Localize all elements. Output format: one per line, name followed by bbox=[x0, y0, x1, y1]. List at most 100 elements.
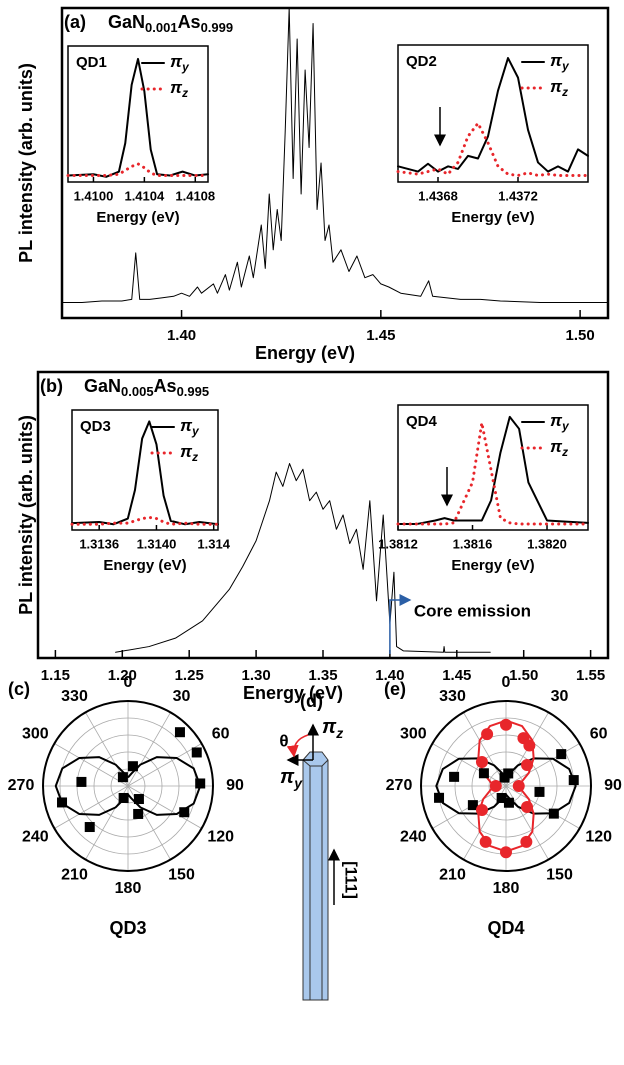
x-axis-label: Energy (eV) bbox=[243, 683, 343, 703]
angular-grid bbox=[432, 743, 507, 787]
series-line bbox=[70, 515, 220, 526]
pi-y-label: πy bbox=[280, 766, 303, 790]
inset-title: QD4 bbox=[406, 413, 438, 430]
square-marker bbox=[568, 775, 579, 786]
square-marker bbox=[127, 761, 138, 772]
angular-grid bbox=[127, 743, 202, 787]
legend-label: πz bbox=[550, 437, 568, 459]
angle-label: 90 bbox=[604, 777, 622, 794]
x-axis-label: Energy (eV) bbox=[451, 557, 534, 574]
angular-grid bbox=[127, 712, 171, 787]
square-marker bbox=[434, 792, 445, 803]
legend-label: πz bbox=[170, 78, 188, 100]
panel-label: (a) bbox=[64, 12, 86, 32]
angle-label: 30 bbox=[173, 688, 191, 705]
square-marker bbox=[195, 778, 206, 789]
series-line bbox=[61, 7, 609, 303]
pi-z-label: πz bbox=[322, 716, 343, 740]
y-axis-label: PL intensity (arb. units) bbox=[16, 415, 36, 615]
circle-marker bbox=[521, 758, 534, 771]
plot-frame bbox=[397, 404, 589, 531]
formula-part: 0.999 bbox=[201, 20, 234, 35]
angle-label: 0 bbox=[502, 674, 511, 691]
panel-label: (d) bbox=[300, 691, 323, 711]
angle-label: 90 bbox=[226, 777, 244, 794]
square-marker bbox=[556, 749, 567, 760]
x-tick-label: 1.314 bbox=[197, 536, 230, 551]
x-tick-label: 1.3136 bbox=[79, 536, 119, 551]
inset: 1.3812 1.3816 1.3820 Energy (eV) QD4 πy πz bbox=[378, 404, 590, 574]
direction-label: [111] bbox=[342, 861, 361, 899]
angle-label: 180 bbox=[115, 880, 142, 897]
x-tick-label: 1.55 bbox=[576, 667, 605, 684]
x-tick-label: 1.3820 bbox=[527, 536, 567, 551]
series-line bbox=[397, 415, 589, 526]
legend-label: πy bbox=[170, 52, 190, 74]
x-axis-label: Energy (eV) bbox=[255, 343, 355, 363]
circle-marker bbox=[489, 780, 502, 792]
angle-label: 270 bbox=[8, 777, 35, 794]
annotation: Core emission bbox=[414, 601, 531, 620]
angle-label: 120 bbox=[207, 829, 234, 846]
circle-marker bbox=[512, 780, 525, 792]
polar-title: QD3 bbox=[109, 918, 146, 938]
formula-part: 0.995 bbox=[177, 384, 210, 399]
angle-label: 60 bbox=[212, 726, 230, 743]
x-tick-label: 1.4368 bbox=[418, 188, 458, 203]
polar-frame bbox=[42, 700, 214, 872]
angle-label: 0 bbox=[124, 674, 133, 691]
angle-label: 270 bbox=[386, 777, 413, 794]
series-line bbox=[396, 121, 590, 177]
plot-frame bbox=[67, 45, 209, 183]
square-marker bbox=[478, 768, 489, 779]
x-axis-label: Energy (eV) bbox=[103, 557, 186, 574]
angular-grid bbox=[127, 785, 202, 829]
circle-marker bbox=[520, 835, 533, 848]
circle-marker bbox=[475, 755, 488, 768]
annotation-arrow bbox=[389, 594, 412, 654]
square-marker bbox=[174, 727, 185, 738]
x-tick-label: 1.4108 bbox=[175, 188, 215, 203]
square-marker bbox=[179, 807, 190, 818]
formula-part: GaN bbox=[84, 376, 121, 396]
series-line bbox=[397, 57, 589, 173]
angle-label: 240 bbox=[22, 829, 49, 846]
legend-label: πz bbox=[180, 442, 198, 464]
square-marker bbox=[84, 822, 95, 833]
square-marker bbox=[449, 771, 460, 782]
legend-label: πy bbox=[180, 416, 200, 438]
circle-marker bbox=[479, 835, 492, 848]
square-marker bbox=[57, 797, 68, 808]
square-marker bbox=[548, 808, 559, 819]
angle-label: 150 bbox=[546, 866, 573, 883]
nanowire-top bbox=[302, 759, 329, 1000]
angle-label: 300 bbox=[400, 726, 427, 743]
angle-label: 210 bbox=[61, 866, 88, 883]
nanowire-diagram: (d) θ πz πy [111] bbox=[279, 691, 361, 1001]
inset: 1.4100 1.4104 1.4108 Energy (eV) QD1 πy πz bbox=[66, 45, 215, 226]
x-tick-label: 1.15 bbox=[41, 667, 70, 684]
angular-grid bbox=[54, 743, 129, 787]
panel-label: (b) bbox=[40, 376, 63, 396]
angle-label: 330 bbox=[439, 688, 466, 705]
square-marker bbox=[76, 776, 87, 787]
panel-label: (e) bbox=[384, 679, 406, 699]
series-line bbox=[115, 463, 491, 653]
angle-label: 240 bbox=[400, 829, 427, 846]
legend-label: πy bbox=[550, 411, 570, 433]
x-tick-label: 1.3140 bbox=[137, 536, 177, 551]
circle-marker bbox=[475, 804, 488, 817]
circle-marker bbox=[500, 846, 512, 859]
inset-title: QD1 bbox=[76, 54, 107, 71]
square-marker bbox=[499, 772, 510, 783]
x-tick-label: 1.45 bbox=[366, 327, 395, 344]
angle-label: 210 bbox=[439, 866, 466, 883]
x-axis-label: Energy (eV) bbox=[96, 209, 179, 226]
sample-formula: GaN0.005As0.995 bbox=[84, 376, 209, 400]
inset: 1.4368 1.4372 Energy (eV) QD2 πy πz bbox=[396, 44, 590, 226]
inset-title: QD3 bbox=[80, 418, 111, 435]
inset-title: QD2 bbox=[406, 53, 437, 70]
square-marker bbox=[503, 797, 514, 808]
legend-label: πz bbox=[550, 77, 568, 99]
x-tick-label: 1.3812 bbox=[378, 536, 418, 551]
